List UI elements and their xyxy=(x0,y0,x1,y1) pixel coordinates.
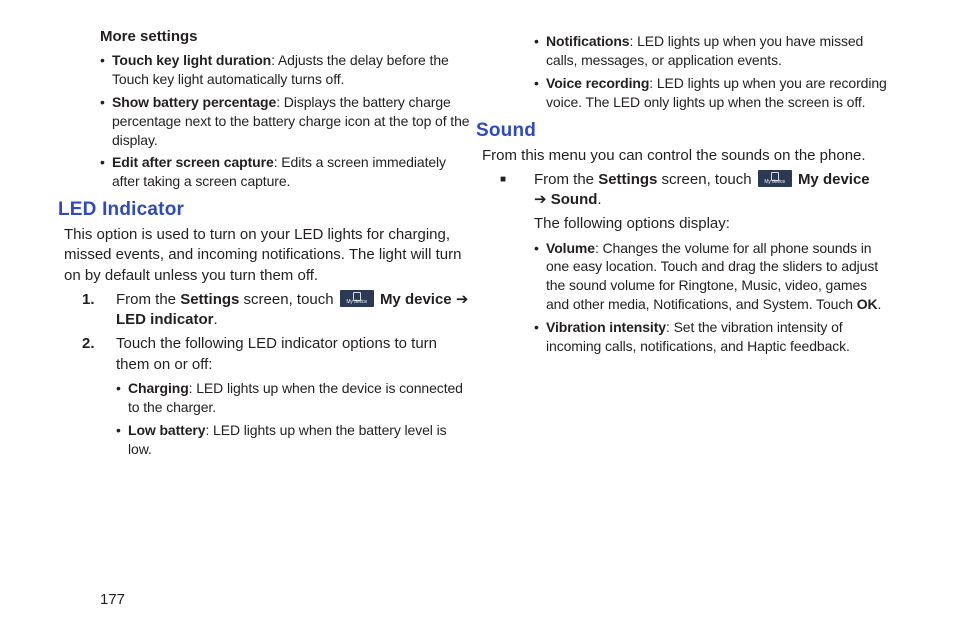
square-bullet-icon: ■ xyxy=(500,170,534,189)
bullet-text: Touch key light duration: Adjusts the de… xyxy=(112,51,470,89)
led-indicator-label: LED indicator xyxy=(116,311,214,328)
step-text: From the Settings screen, touch My devic… xyxy=(116,290,470,331)
more-settings-heading: More settings xyxy=(100,28,470,45)
term: Edit after screen capture xyxy=(112,154,274,170)
bullet-text: Voice recording: LED lights up when you … xyxy=(546,74,888,112)
bullet-text: Show battery percentage: Displays the ba… xyxy=(112,93,470,150)
term: Touch key light duration xyxy=(112,52,271,68)
bullet-text: Charging: LED lights up when the device … xyxy=(128,379,470,417)
term: Voice recording xyxy=(546,75,649,91)
bullet-show-battery: • Show battery percentage: Displays the … xyxy=(100,93,470,150)
bullet-edit-after-capture: • Edit after screen capture: Edits a scr… xyxy=(100,153,470,191)
bullet-dot-icon: • xyxy=(534,32,546,50)
t: From the xyxy=(116,291,180,308)
bullet-dot-icon: • xyxy=(534,239,546,257)
t: screen, touch xyxy=(657,171,755,188)
my-device-icon xyxy=(758,170,792,187)
sound-intro: From this menu you can control the sound… xyxy=(482,146,888,166)
step-number: 1. xyxy=(82,290,116,310)
term: Show battery percentage xyxy=(112,94,276,110)
t: screen, touch xyxy=(239,291,337,308)
my-device-icon xyxy=(340,290,374,307)
bullet-text: Low battery: LED lights up when the batt… xyxy=(128,421,470,459)
desc: : Changes the volume for all phone sound… xyxy=(546,240,878,313)
bullet-dot-icon: • xyxy=(116,421,128,439)
desc-end: . xyxy=(878,296,882,312)
t: . xyxy=(597,191,601,208)
term: Volume xyxy=(546,240,595,256)
sound-label: Sound xyxy=(551,191,598,208)
step-text: From the Settings screen, touch My devic… xyxy=(534,170,870,235)
term: Charging xyxy=(128,380,189,396)
bullet-text: Vibration intensity: Set the vibration i… xyxy=(546,318,888,356)
sound-heading: Sound xyxy=(476,120,888,142)
step-2: 2. Touch the following LED indicator opt… xyxy=(82,334,470,375)
bullet-text: Edit after screen capture: Edits a scree… xyxy=(112,153,470,191)
step-1: 1. From the Settings screen, touch My de… xyxy=(82,290,470,331)
bullet-low-battery: • Low battery: LED lights up when the ba… xyxy=(116,421,470,459)
t: From the xyxy=(534,171,598,188)
bullet-dot-icon: • xyxy=(534,318,546,336)
bullet-charging: • Charging: LED lights up when the devic… xyxy=(116,379,470,417)
followup-text: The following options display: xyxy=(534,215,730,232)
step-number: 2. xyxy=(82,334,116,354)
bullet-touch-key-light: • Touch key light duration: Adjusts the … xyxy=(100,51,470,89)
left-column: More settings • Touch key light duration… xyxy=(100,28,470,463)
bullet-voice-recording: • Voice recording: LED lights up when yo… xyxy=(534,74,888,112)
bullet-volume: • Volume: Changes the volume for all pho… xyxy=(534,239,888,315)
bullet-text: Notifications: LED lights up when you ha… xyxy=(546,32,888,70)
term: Notifications xyxy=(546,33,629,49)
bullet-text: Volume: Changes the volume for all phone… xyxy=(546,239,888,315)
manual-page: More settings • Touch key light duration… xyxy=(0,0,954,636)
bullet-dot-icon: • xyxy=(100,93,112,111)
t: . xyxy=(214,311,218,328)
term: Low battery xyxy=(128,422,205,438)
step-text: Touch the following LED indicator option… xyxy=(116,334,470,375)
arrow-icon: ➔ xyxy=(534,191,551,208)
my-device-label: My device xyxy=(798,171,870,188)
ok-label: OK xyxy=(857,296,878,312)
bullet-dot-icon: • xyxy=(100,51,112,69)
led-intro: This option is used to turn on your LED … xyxy=(64,225,470,286)
arrow-icon: ➔ xyxy=(452,291,469,308)
right-column: • Notifications: LED lights up when you … xyxy=(518,28,888,360)
term: Vibration intensity xyxy=(546,319,666,335)
led-indicator-heading: LED Indicator xyxy=(58,199,470,221)
sound-step: ■ From the Settings screen, touch My dev… xyxy=(500,170,888,235)
my-device-label: My device xyxy=(380,291,452,308)
bullet-dot-icon: • xyxy=(534,74,546,92)
bullet-vibration-intensity: • Vibration intensity: Set the vibration… xyxy=(534,318,888,356)
bullet-dot-icon: • xyxy=(116,379,128,397)
page-number: 177 xyxy=(100,591,125,608)
bullet-notifications: • Notifications: LED lights up when you … xyxy=(534,32,888,70)
settings-label: Settings xyxy=(598,171,657,188)
bullet-dot-icon: • xyxy=(100,153,112,171)
settings-label: Settings xyxy=(180,291,239,308)
